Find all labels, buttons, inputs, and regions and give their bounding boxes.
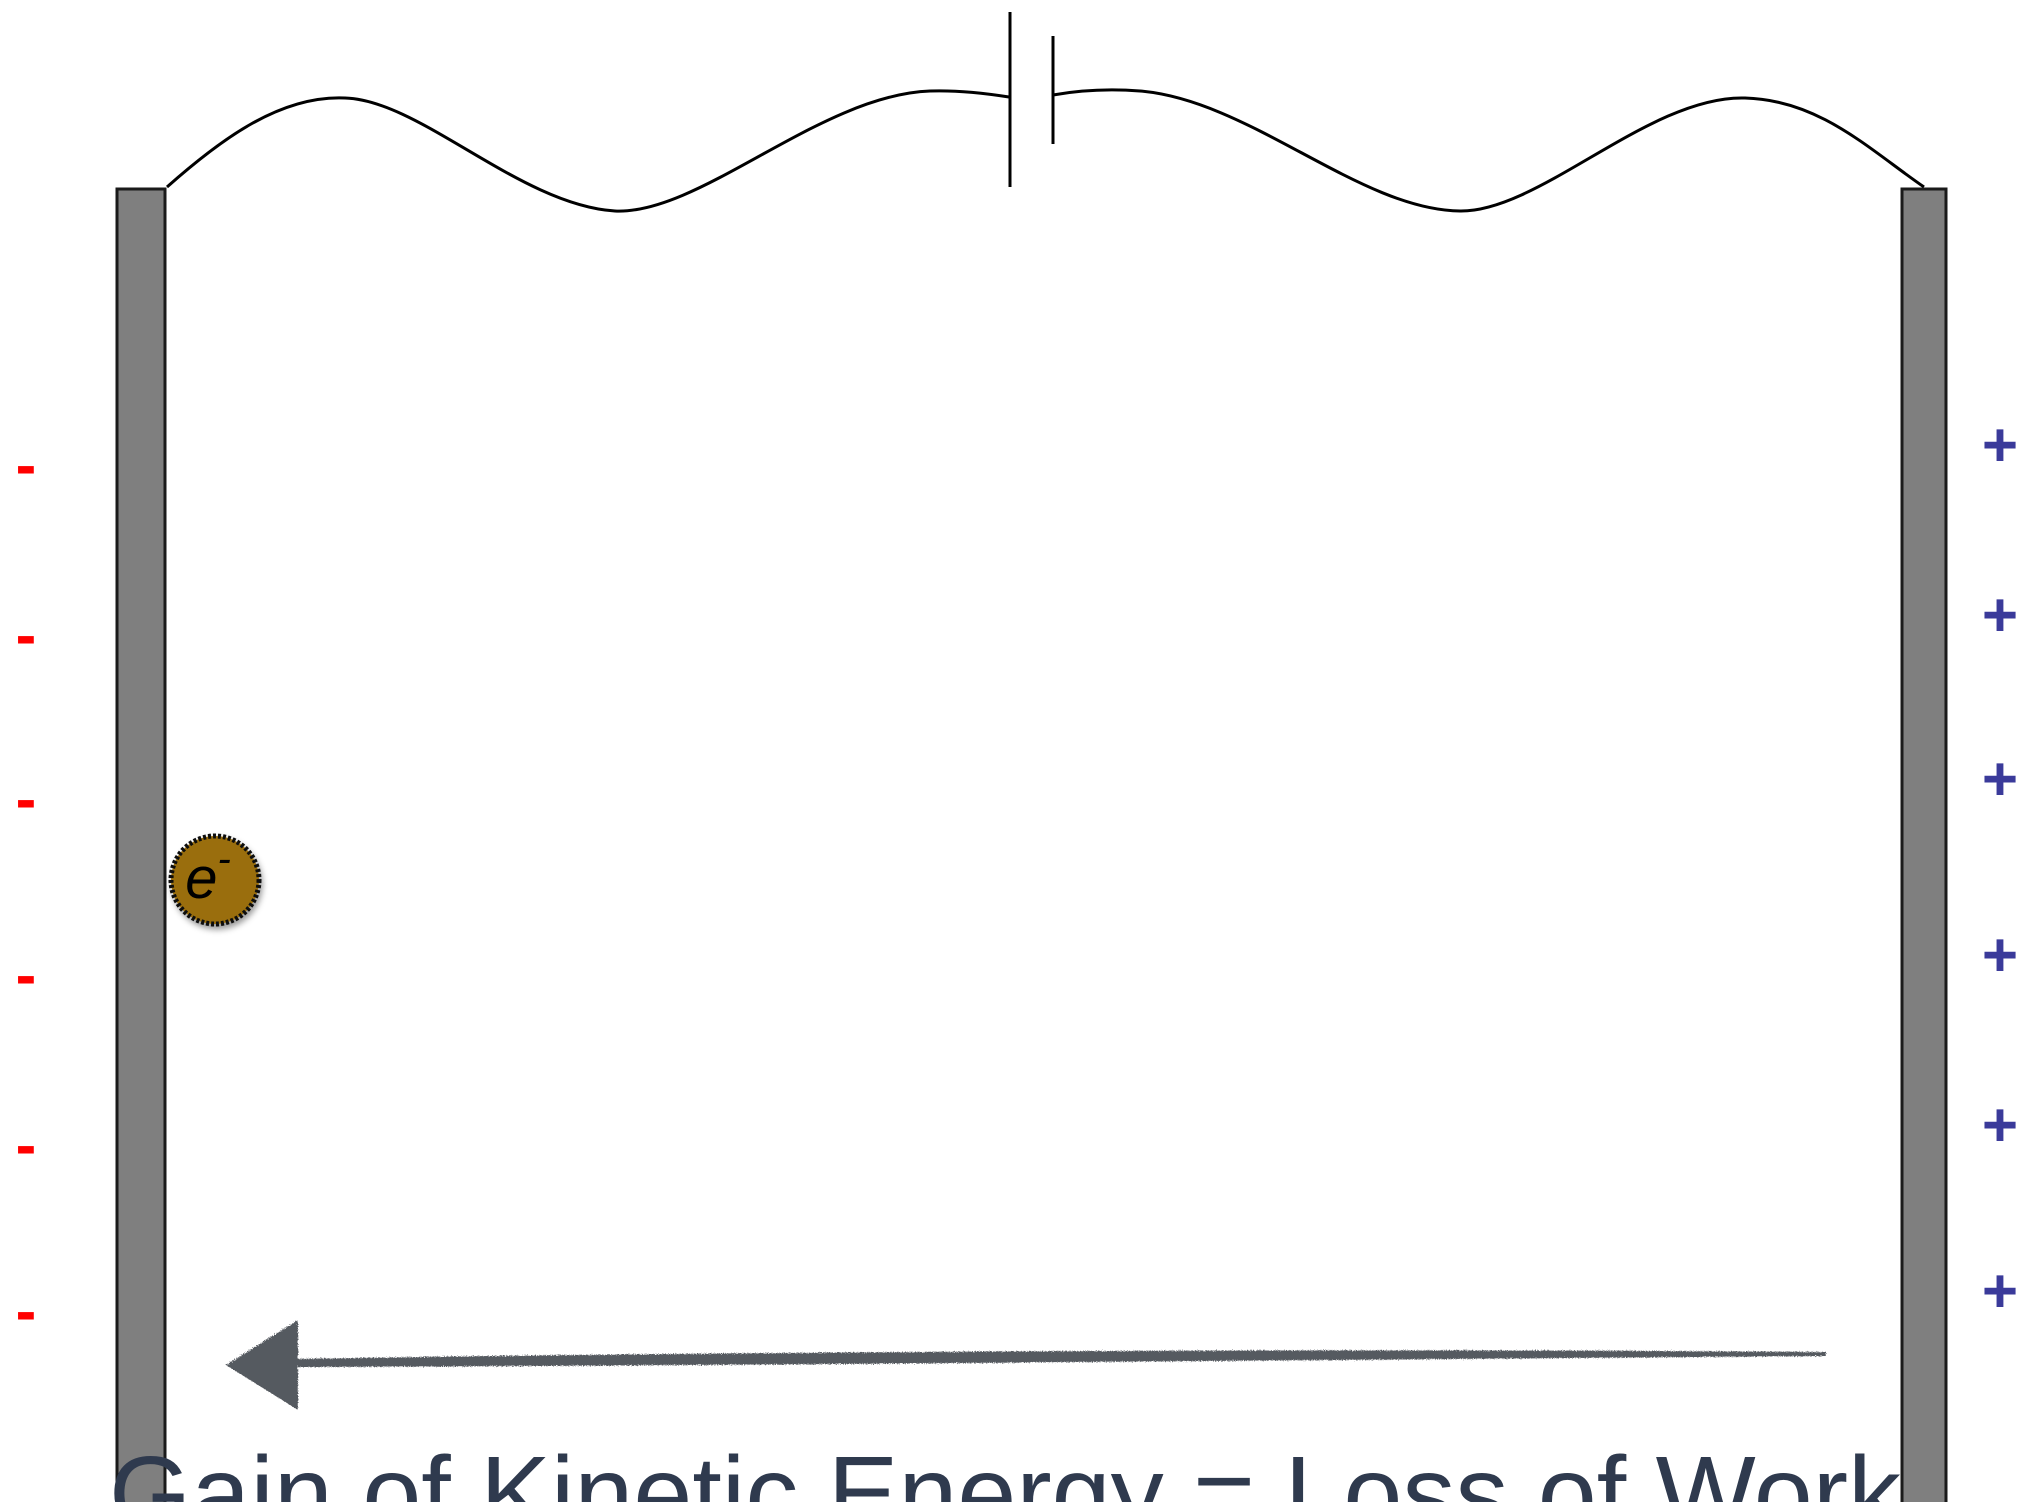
negative-sign: - [16,765,37,834]
arrow-shaft [292,1350,1826,1367]
negative-sign: - [16,431,37,500]
positive-sign: + [1982,581,2018,650]
positive-sign: + [1982,1091,2018,1160]
positive-sign: + [1982,1257,2018,1326]
negative-charge-column: - - - - - - [16,431,37,1346]
electron-charge: - [217,837,230,881]
electron-symbol: e [185,846,217,911]
arrow-head [226,1320,298,1410]
electron-ball [168,833,262,927]
negative-sign: - [16,941,37,1010]
electron-label: e- [185,837,231,911]
caption-text: Gain of Kinetic Energy = Loss of Work [109,1435,1902,1502]
positive-sign: + [1982,745,2018,814]
wire-right [1052,88,1925,213]
positive-sign: + [1982,921,2018,990]
positive-sign: + [1982,411,2018,480]
direction-arrow [226,1320,1826,1410]
negative-sign: - [16,601,37,670]
negative-plate [115,187,167,1502]
negative-sign: - [16,1111,37,1180]
negative-sign: - [16,1277,37,1346]
wire-left [166,89,1010,213]
positive-charge-column: + + + + + + [1982,411,2018,1326]
electron: e- [168,833,262,927]
positive-plate [1900,187,1948,1502]
